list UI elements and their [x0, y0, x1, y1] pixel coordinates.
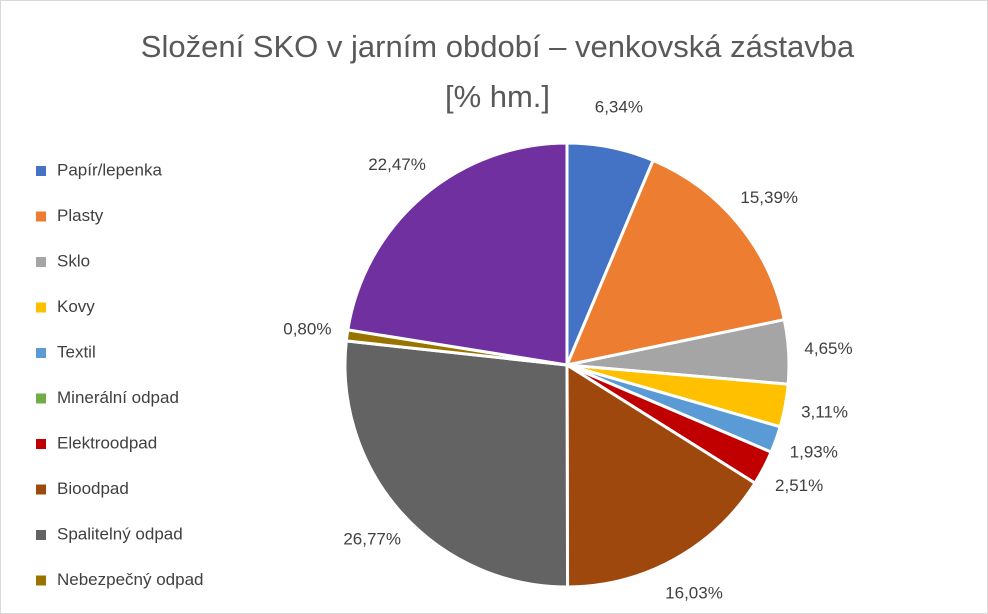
legend-label: Papír/lepenka: [57, 160, 162, 179]
data-label: 26,77%: [343, 530, 401, 549]
pie-slice: [343, 339, 570, 589]
legend-swatch: [36, 257, 46, 267]
data-label: 16,03%: [665, 584, 723, 603]
legend-swatch: [36, 439, 46, 449]
legend-label: Sklo: [57, 251, 90, 270]
legend-swatch: [36, 393, 46, 404]
data-label: 6,34%: [595, 98, 643, 117]
pie-slice: [565, 362, 758, 589]
legend-swatch: [36, 575, 46, 586]
legend-swatch: [36, 530, 46, 540]
legend-label: Elektroodpad: [57, 433, 157, 452]
chart-title: Složení SKO v jarním období – venkovská …: [140, 29, 855, 114]
pie-slice: [346, 141, 569, 367]
legend-label: Plasty: [57, 206, 104, 225]
legend-swatch: [36, 166, 46, 176]
legend-label: Nebezpečný odpad: [57, 570, 204, 589]
legend-label: Minerální odpad: [57, 388, 179, 407]
data-label: 0,80%: [283, 320, 331, 339]
data-label: 4,65%: [804, 339, 852, 358]
legend-swatch: [36, 348, 46, 358]
data-label: 15,39%: [740, 188, 798, 207]
legend-swatch: [36, 211, 46, 222]
legend-swatch: [36, 302, 46, 313]
data-label: 3,11%: [801, 403, 848, 422]
data-label: 1,93%: [790, 443, 838, 462]
data-label: 22,47%: [368, 155, 426, 174]
pie-slice: [564, 158, 787, 368]
legend-label: Spalitelný odpad: [57, 524, 183, 543]
legend-label: Bioodpad: [57, 479, 129, 498]
legend-label: Kovy: [57, 297, 95, 316]
data-label: 2,51%: [775, 476, 823, 495]
legend-label: Textil: [57, 342, 96, 361]
legend-swatch: [36, 484, 46, 495]
